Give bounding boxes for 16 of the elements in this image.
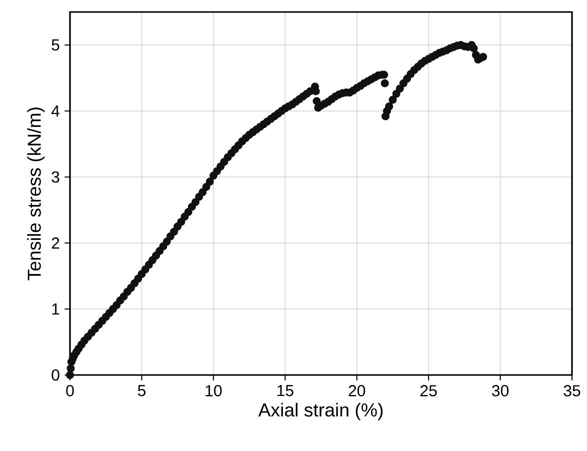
x-tick-label: 25 [420, 385, 437, 396]
y-tick-label: 2 [52, 237, 60, 249]
y-tick-label: 1 [52, 304, 60, 315]
x-axis-title: Axial strain (%) [258, 402, 383, 420]
x-tick-label: 35 [564, 385, 580, 396]
y-tick-label: 3 [52, 171, 60, 183]
x-tick-label: 15 [277, 385, 294, 396]
x-tick-label: 20 [348, 385, 366, 396]
y-axis-title: Tensile stress (kN/m) [27, 108, 45, 280]
x-tick-label: 0 [66, 385, 74, 396]
x-tick-label: 30 [492, 385, 509, 396]
y-tick-label: 0 [52, 369, 60, 381]
x-tick-label: 10 [206, 385, 222, 396]
y-tick-label: 4 [51, 106, 60, 117]
x-tick-label: 5 [138, 385, 146, 396]
y-tick-label: 5 [52, 39, 60, 51]
